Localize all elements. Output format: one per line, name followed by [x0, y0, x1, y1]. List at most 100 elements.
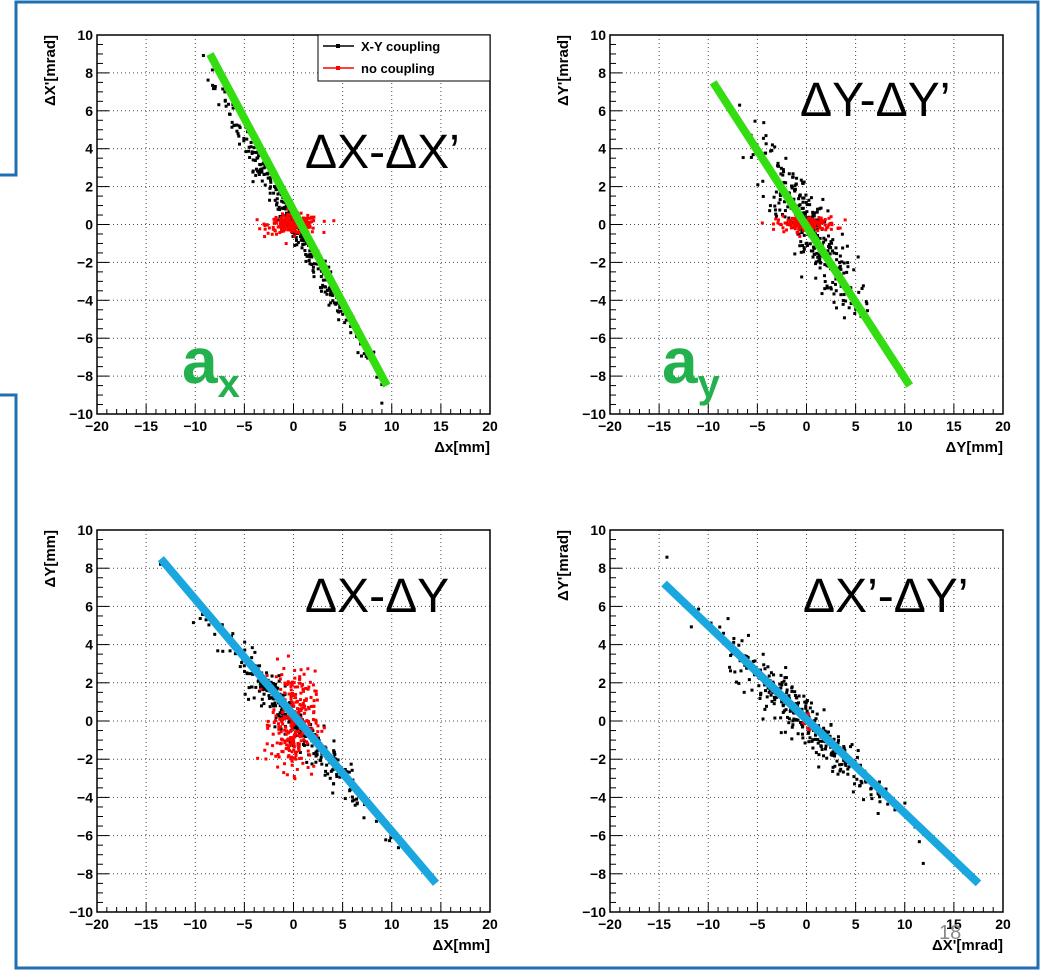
x-tick-label: 10: [897, 418, 913, 434]
data-point-coupled: [306, 743, 310, 747]
data-point-coupled: [344, 318, 348, 322]
data-point-coupled: [778, 208, 782, 212]
data-point-coupled: [860, 781, 864, 785]
data-point-coupled: [878, 795, 882, 799]
data-point-uncoupled: [315, 698, 319, 702]
data-point-uncoupled: [294, 692, 298, 696]
data-point-coupled: [780, 700, 784, 704]
data-point-coupled: [250, 656, 254, 660]
data-point-coupled: [231, 632, 235, 636]
data-point-uncoupled: [286, 228, 290, 232]
data-point-uncoupled: [290, 691, 294, 695]
data-point-uncoupled: [298, 735, 302, 739]
data-point-coupled: [349, 324, 353, 328]
data-point-uncoupled: [302, 738, 306, 742]
x-tick-label: 5: [852, 418, 860, 434]
data-point-coupled: [228, 112, 232, 116]
y-axis-label: ΔY'[mrad]: [555, 35, 572, 106]
data-point-coupled: [828, 252, 832, 256]
data-point-coupled: [307, 259, 311, 263]
data-point-uncoupled: [302, 711, 306, 715]
data-point-coupled: [781, 168, 785, 172]
data-point-coupled: [833, 282, 837, 286]
x-tick-label: 20: [995, 916, 1011, 932]
data-point-uncoupled: [309, 216, 313, 220]
data-point-uncoupled: [271, 744, 275, 748]
data-point-uncoupled: [285, 221, 289, 225]
panel-annotation: ΔY-ΔY’: [800, 74, 950, 127]
data-point-uncoupled: [299, 739, 303, 743]
x-tick-label: −10: [183, 418, 207, 434]
data-point-coupled: [336, 758, 340, 762]
data-point-coupled: [853, 312, 857, 316]
data-point-coupled: [341, 312, 345, 316]
data-point-coupled: [227, 102, 231, 106]
data-point-uncoupled: [281, 220, 285, 224]
data-point-uncoupled: [265, 742, 269, 746]
data-point-uncoupled: [264, 757, 268, 761]
data-point-coupled: [800, 230, 804, 234]
data-point-coupled: [254, 685, 258, 689]
data-point-coupled: [856, 255, 860, 259]
data-point-uncoupled: [306, 667, 310, 671]
data-point-coupled: [253, 150, 257, 154]
data-point-coupled: [338, 305, 342, 309]
data-point-coupled: [275, 201, 279, 205]
data-point-coupled: [327, 286, 331, 290]
data-point-coupled: [253, 650, 257, 654]
x-tick-label: 0: [290, 916, 298, 932]
page-number: 18: [939, 922, 961, 944]
data-point-uncoupled: [806, 726, 810, 730]
data-point-coupled: [350, 768, 354, 772]
data-point-coupled: [821, 197, 825, 201]
data-point-coupled: [769, 693, 773, 697]
data-point-uncoupled: [271, 227, 275, 231]
data-point-coupled: [835, 252, 839, 256]
data-point-coupled: [221, 87, 225, 91]
legend-box: [317, 34, 491, 82]
data-point-uncoupled: [282, 214, 286, 218]
x-axis-label: ΔY[mm]: [946, 439, 1003, 456]
data-point-coupled: [807, 740, 811, 744]
data-point-uncoupled: [288, 717, 292, 721]
data-point-uncoupled: [818, 226, 822, 230]
data-point-coupled: [842, 746, 846, 750]
data-point-coupled: [877, 780, 881, 784]
data-point-coupled: [250, 646, 254, 650]
data-point-coupled: [295, 243, 299, 247]
data-point-uncoupled: [332, 219, 336, 223]
data-point-uncoupled: [286, 654, 290, 658]
y-axis-label: ΔX'[mrad]: [42, 35, 59, 106]
data-point-coupled: [831, 765, 835, 769]
legend: X-Y coupling no coupling: [317, 34, 491, 82]
data-point-coupled: [249, 140, 253, 144]
data-point-uncoupled: [776, 221, 780, 225]
data-point-uncoupled: [286, 212, 290, 216]
y-tick-label: 8: [85, 65, 93, 81]
data-point-uncoupled: [823, 223, 827, 227]
data-point-coupled: [869, 793, 873, 797]
data-point-uncoupled: [293, 734, 297, 738]
x-tick-label: −20: [598, 418, 622, 434]
data-point-coupled: [288, 701, 292, 705]
data-point-coupled: [772, 702, 776, 706]
data-point-coupled: [852, 268, 856, 272]
data-point-coupled: [265, 689, 269, 693]
data-point-coupled: [781, 710, 785, 714]
data-point-coupled: [746, 633, 750, 637]
data-point-uncoupled: [304, 697, 308, 701]
data-point-coupled: [787, 721, 791, 725]
data-point-coupled: [326, 772, 330, 776]
data-point-uncoupled: [292, 774, 296, 778]
data-point-coupled: [833, 754, 837, 758]
data-point-uncoupled: [820, 219, 824, 223]
data-point-uncoupled: [284, 716, 288, 720]
data-point-uncoupled: [294, 751, 298, 755]
data-point-coupled: [878, 800, 882, 804]
data-point-uncoupled: [816, 229, 820, 233]
data-point-uncoupled: [297, 749, 301, 753]
data-point-coupled: [268, 176, 272, 180]
data-point-uncoupled: [256, 756, 260, 760]
data-point-uncoupled: [785, 228, 789, 232]
data-point-uncoupled: [821, 220, 825, 224]
